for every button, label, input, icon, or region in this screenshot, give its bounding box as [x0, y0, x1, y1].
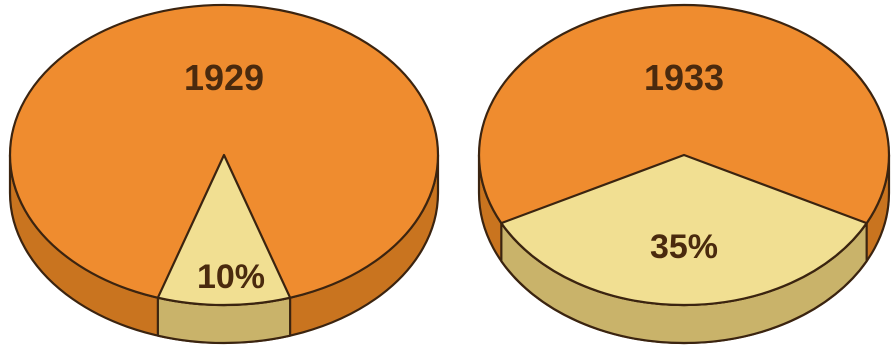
pie-1929-slice-top — [156, 153, 292, 307]
pie-chart-1933: 1933 35% — [477, 3, 891, 345]
pie-1929-slice-label: 10% — [197, 258, 265, 296]
pie-chart-1929: 1929 10% — [8, 3, 440, 345]
pie-1933-title: 1933 — [644, 57, 724, 98]
pie-1933-slice-top — [500, 153, 868, 307]
pie-1933-slice-label: 35% — [650, 228, 718, 266]
pie-1929-title: 1929 — [184, 57, 264, 98]
